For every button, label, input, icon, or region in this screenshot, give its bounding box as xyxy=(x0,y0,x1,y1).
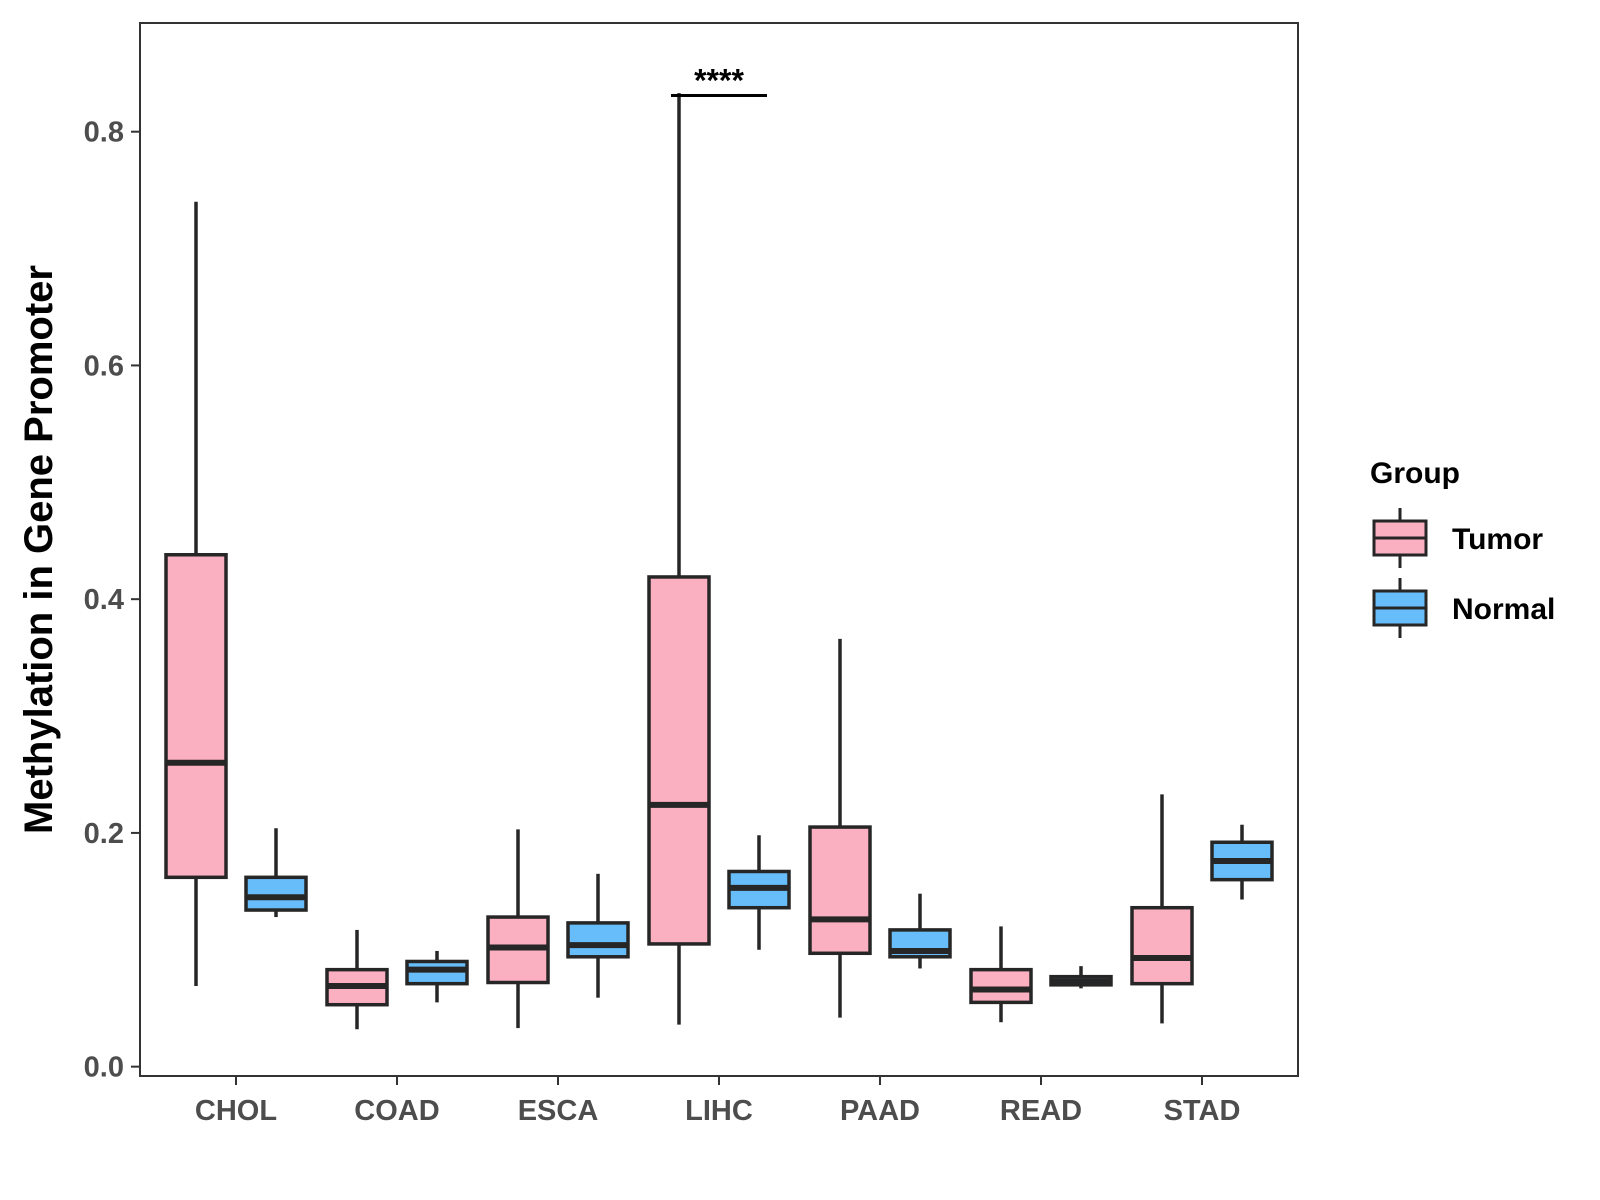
box-normal-read xyxy=(1049,966,1113,989)
y-tick-label: 0.6 xyxy=(84,350,124,382)
box-iqr xyxy=(164,553,228,880)
y-tick-label: 0.8 xyxy=(84,117,124,149)
y-tick-label: 0.4 xyxy=(84,584,124,616)
legend-key-tumor xyxy=(1372,508,1428,568)
box-tumor-coad xyxy=(325,929,389,1030)
box-iqr xyxy=(969,967,1033,1005)
x-tick-label: ESCA xyxy=(518,1095,599,1127)
legend-label-tumor: Tumor xyxy=(1452,523,1543,556)
x-tick-label: READ xyxy=(1000,1095,1082,1127)
box-iqr xyxy=(808,825,872,956)
box-tumor-read xyxy=(969,926,1033,1023)
box-normal-lihc xyxy=(727,835,791,950)
box-normal-esca xyxy=(566,873,630,998)
box-tumor-esca xyxy=(486,829,550,1029)
legend-title: Group xyxy=(1370,457,1460,490)
box-tumor-chol xyxy=(164,201,228,987)
legend: Group Tumor Normal xyxy=(1370,457,1555,638)
plot-area: 0.0 0.2 0.4 0.6 0.8 CHOL COAD ESCA LIHC PAAD READ S… xyxy=(84,22,1299,1127)
y-axis-title: Methylation in Gene Promoter xyxy=(17,265,61,834)
legend-label-normal: Normal xyxy=(1452,593,1555,626)
x-tick-label: STAD xyxy=(1164,1095,1241,1127)
box-iqr xyxy=(244,875,308,912)
box-normal-chol xyxy=(244,828,308,918)
box-iqr xyxy=(566,921,630,959)
legend-key-normal xyxy=(1372,578,1428,638)
x-tick-label: COAD xyxy=(354,1095,439,1127)
box-normal-coad xyxy=(405,950,469,1003)
x-tick-label: PAAD xyxy=(840,1095,920,1127)
box-normal-stad xyxy=(1210,824,1274,900)
y-tick-label: 0.0 xyxy=(84,1052,124,1084)
box-iqr xyxy=(647,575,711,946)
y-tick-label: 0.2 xyxy=(84,818,124,850)
box-tumor-paad xyxy=(808,638,872,1018)
box-tumor-lihc xyxy=(647,93,711,1025)
x-tick-label: CHOL xyxy=(195,1095,277,1127)
box-normal-paad xyxy=(888,893,952,969)
box-tumor-stad xyxy=(1130,794,1194,1024)
significance-label: **** xyxy=(694,62,744,98)
box-iqr xyxy=(1130,905,1194,986)
x-tick-label: LIHC xyxy=(685,1095,753,1127)
